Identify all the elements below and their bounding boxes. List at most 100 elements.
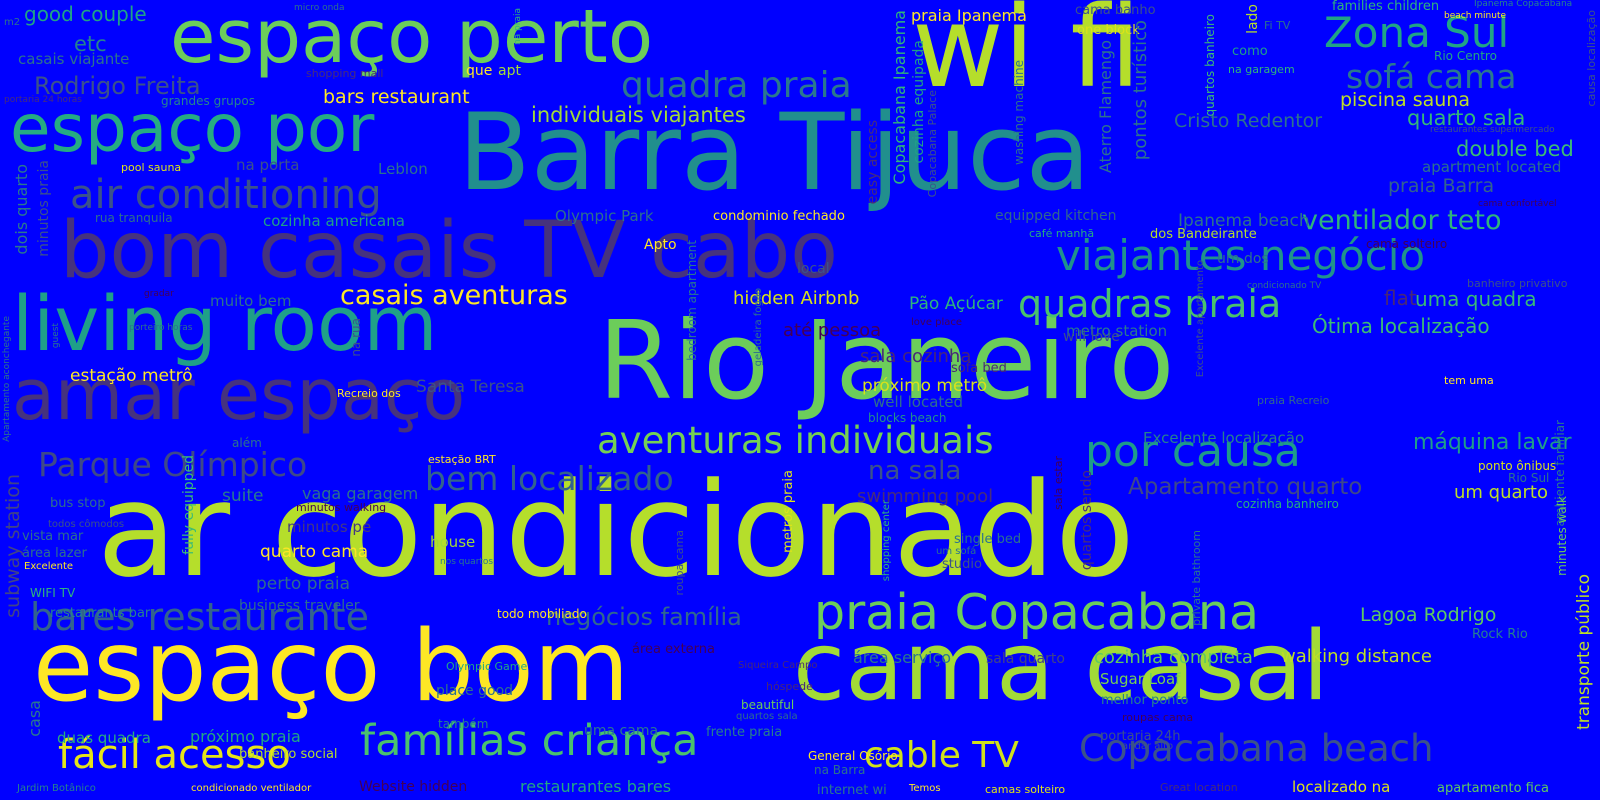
cloud-word: Apto [644,237,677,253]
cloud-word: dos Bandeirante [1150,227,1257,242]
cloud-word: causa localização [1585,10,1598,107]
cloud-word: cama solteiro [1366,237,1448,251]
cloud-word: Excelente apartamento [1195,260,1206,378]
cloud-word: apartment located [1422,158,1562,176]
cloud-word: suite [222,486,264,506]
cloud-word: cable TV [864,735,1019,776]
cloud-word: minutes walk [1555,496,1569,576]
cloud-word: quadra praia [621,65,852,106]
cloud-word: vaga garagem [302,484,419,503]
cloud-word: quarto sala [1407,106,1526,130]
cloud-word: well located [873,393,964,411]
cloud-word: double bed [1456,137,1574,161]
cloud-word: cozinha americana [263,212,405,230]
cloud-word: Copacabana Ipanema [890,10,909,185]
cloud-word: uma cama [584,723,659,739]
cloud-word: Pão Açúcar [909,294,1003,314]
cloud-word: roupa cama [673,530,686,596]
cloud-word: sofa bed [951,361,1007,376]
cloud-word: vista mar [22,529,84,544]
cloud-word: todo mobiliado [497,607,587,621]
cloud-word: Website hidden [359,779,468,795]
cloud-word: camas solteiro [985,783,1066,796]
cloud-word: praia Recreio [1257,394,1330,407]
cloud-word: wi fi [912,0,1141,113]
cloud-word: quarto cama [260,542,369,562]
cloud-word: rua tranquila [95,211,173,225]
cloud-word: casais aventuras [340,280,568,311]
cloud-word: restaurantes supermercado [1430,125,1555,135]
cloud-word: praia Copacabana [814,584,1259,641]
cloud-word: estação metrô [70,366,193,386]
cloud-word: portaria 24 horas [4,95,82,105]
cloud-word: gradar [144,289,174,299]
cloud-word: próximo praia [190,727,301,746]
cloud-word: próximo metrô [862,376,988,396]
cloud-word: Jardim Botânico [17,783,96,794]
cloud-word: cama casal [793,612,1329,722]
cloud-word: shopping center [881,500,892,582]
cloud-word: roupas cama [1122,711,1194,724]
cloud-word: um dos [1217,251,1269,267]
cloud-word: guest [51,323,61,349]
cloud-word: viajantes negócio [1056,231,1426,280]
cloud-word: sala cozinha [860,346,972,367]
cloud-word: café manhã [1029,227,1095,240]
cloud-word: micro onda [294,3,345,13]
cloud-word: condominio fechado [713,209,845,224]
cloud-word: bares restaurante [30,595,369,639]
cloud-word: muito bem [210,292,292,310]
cloud-word: etc [74,32,107,56]
cloud-word: geladeira fogão [753,288,764,367]
cloud-word: internet wi [817,783,887,798]
cloud-word: lado [1245,4,1261,34]
cloud-word: cozinha banheiro [1236,497,1339,511]
cloud-word: beautiful [741,698,795,712]
cloud-word: walking distance [1281,646,1433,667]
cloud-word: Copacabana Palace [926,90,939,198]
cloud-word: Apartamento aconchegante [2,316,12,442]
cloud-word: business traveler [239,598,360,614]
cloud-word: banheiro social [239,747,338,762]
cloud-word: flat [1384,286,1417,310]
cloud-word: metros praia [781,470,796,553]
cloud-word: studio [942,557,982,572]
cloud-word: apt [498,63,521,79]
cloud-word: local [797,261,830,277]
cloud-word: good couple [24,2,147,26]
cloud-word: Olympic Park [555,207,654,225]
cloud-word: sofá cama [1346,57,1517,96]
cloud-word: bem localizado [425,459,674,498]
cloud-word: perto praia [256,574,351,594]
cloud-word: na praia [513,8,523,46]
cloud-word: até pessoa [783,320,882,341]
cloud-word: Zona Sul [1324,8,1510,57]
cloud-word: andar alto [1122,741,1174,752]
cloud-word: private bathroom [1190,530,1203,626]
cloud-word: living room [12,279,438,368]
cloud-word: Temos [909,783,941,794]
cloud-word: fully equipped [181,455,197,555]
cloud-word: máquina lavar [1413,430,1572,455]
cloud-word: Barra Tijuca [458,91,1091,214]
cloud-word: por causa [1085,426,1301,477]
cloud-word: Rio Janeiro [598,299,1175,424]
cloud-word: Cristo Redentor [1174,110,1323,132]
cloud-word: apartamento fica [1437,781,1549,796]
cloud-word: Olympic Game [446,660,528,673]
cloud-word: localizado na [1292,778,1391,796]
cloud-word: grandes grupos [161,94,255,108]
cloud-word: espaço por [10,90,375,167]
cloud-word: aventuras individuais [597,419,994,462]
cloud-word: love place [911,317,963,328]
cloud-word: subway station [2,474,24,618]
cloud-word: condicionado ventilador [191,783,312,794]
cloud-word: Parque Olímpico [38,445,308,484]
cloud-word: Santa Teresa [416,377,525,397]
cloud-word: easy access [865,120,881,205]
cloud-word: cozinha equipada [911,40,927,164]
cloud-word: na rua [349,318,363,357]
cloud-word: equipped kitchen [995,208,1117,224]
cloud-word: estação BRT [428,453,496,466]
